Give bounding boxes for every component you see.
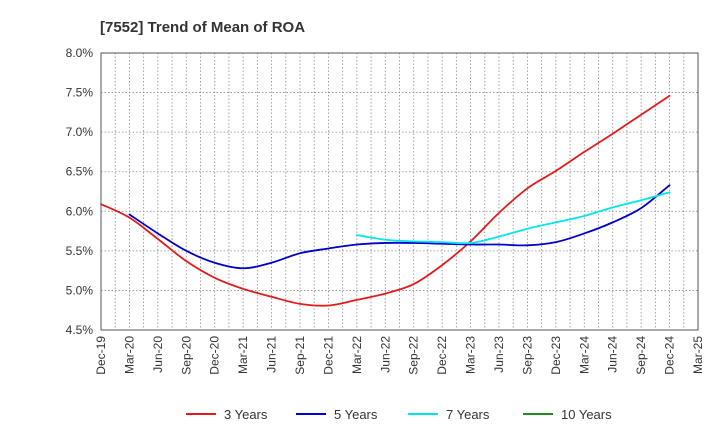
chart-title: [7552] Trend of Mean of ROA <box>100 19 305 36</box>
x-tick-label: Sep-21 <box>293 336 307 375</box>
x-tick-label: Dec-22 <box>435 336 449 375</box>
y-tick-label: 5.5% <box>66 244 94 258</box>
x-tick-label: Mar-21 <box>236 336 250 374</box>
x-tick-label: Dec-24 <box>663 336 677 375</box>
y-tick-label: 4.5% <box>66 323 94 337</box>
x-tick-label: Jun-20 <box>151 336 165 373</box>
x-tick-label: Dec-23 <box>549 336 563 375</box>
y-tick-label: 7.5% <box>66 86 94 100</box>
legend-label-10-years: 10 Years <box>561 407 612 422</box>
y-tick-label: 5.0% <box>66 283 94 297</box>
y-tick-label: 8.0% <box>66 46 94 60</box>
x-tick-label: Mar-23 <box>464 336 478 374</box>
y-tick-label: 6.0% <box>66 204 94 218</box>
series-line-7-years <box>355 191 671 245</box>
legend: 3 Years 5 Years 7 Years 10 Years <box>186 407 612 422</box>
axis-layer: 4.5% 5.0% 5.5% 6.0% 6.5% 7.0% 7.5% 8.0% Dec-19 Ma… <box>66 46 705 375</box>
legend-label-3-years: 3 Years <box>224 407 268 422</box>
plot-frame <box>100 52 699 331</box>
legend-label-5-years: 5 Years <box>334 407 378 422</box>
x-tick-label: Dec-21 <box>321 336 335 375</box>
x-tick-label: Mar-22 <box>350 336 364 374</box>
x-tick-label: Sep-20 <box>179 336 193 375</box>
x-tick-label: Jun-23 <box>492 336 506 373</box>
y-tick-label: 6.5% <box>66 165 94 179</box>
x-tick-label: Sep-23 <box>520 336 534 375</box>
x-tick-label: Dec-20 <box>208 336 222 375</box>
x-tick-label: Mar-24 <box>577 336 591 374</box>
series-layer <box>100 94 671 307</box>
x-tick-label: Jun-22 <box>378 336 392 373</box>
x-tick-label: Jun-24 <box>606 336 620 373</box>
x-tick-label: Sep-22 <box>407 336 421 375</box>
series-line-5-years <box>128 184 671 270</box>
x-tick-label: Mar-25 <box>691 336 705 374</box>
x-tick-label: Sep-24 <box>634 336 648 375</box>
x-tick-label: Jun-21 <box>265 336 279 373</box>
legend-label-7-years: 7 Years <box>446 407 490 422</box>
y-tick-label: 7.0% <box>66 125 94 139</box>
x-tick-label: Mar-20 <box>122 336 136 374</box>
x-tick-label: Dec-19 <box>94 336 108 375</box>
grid-layer <box>100 52 699 331</box>
series-line-3-years <box>100 94 671 307</box>
